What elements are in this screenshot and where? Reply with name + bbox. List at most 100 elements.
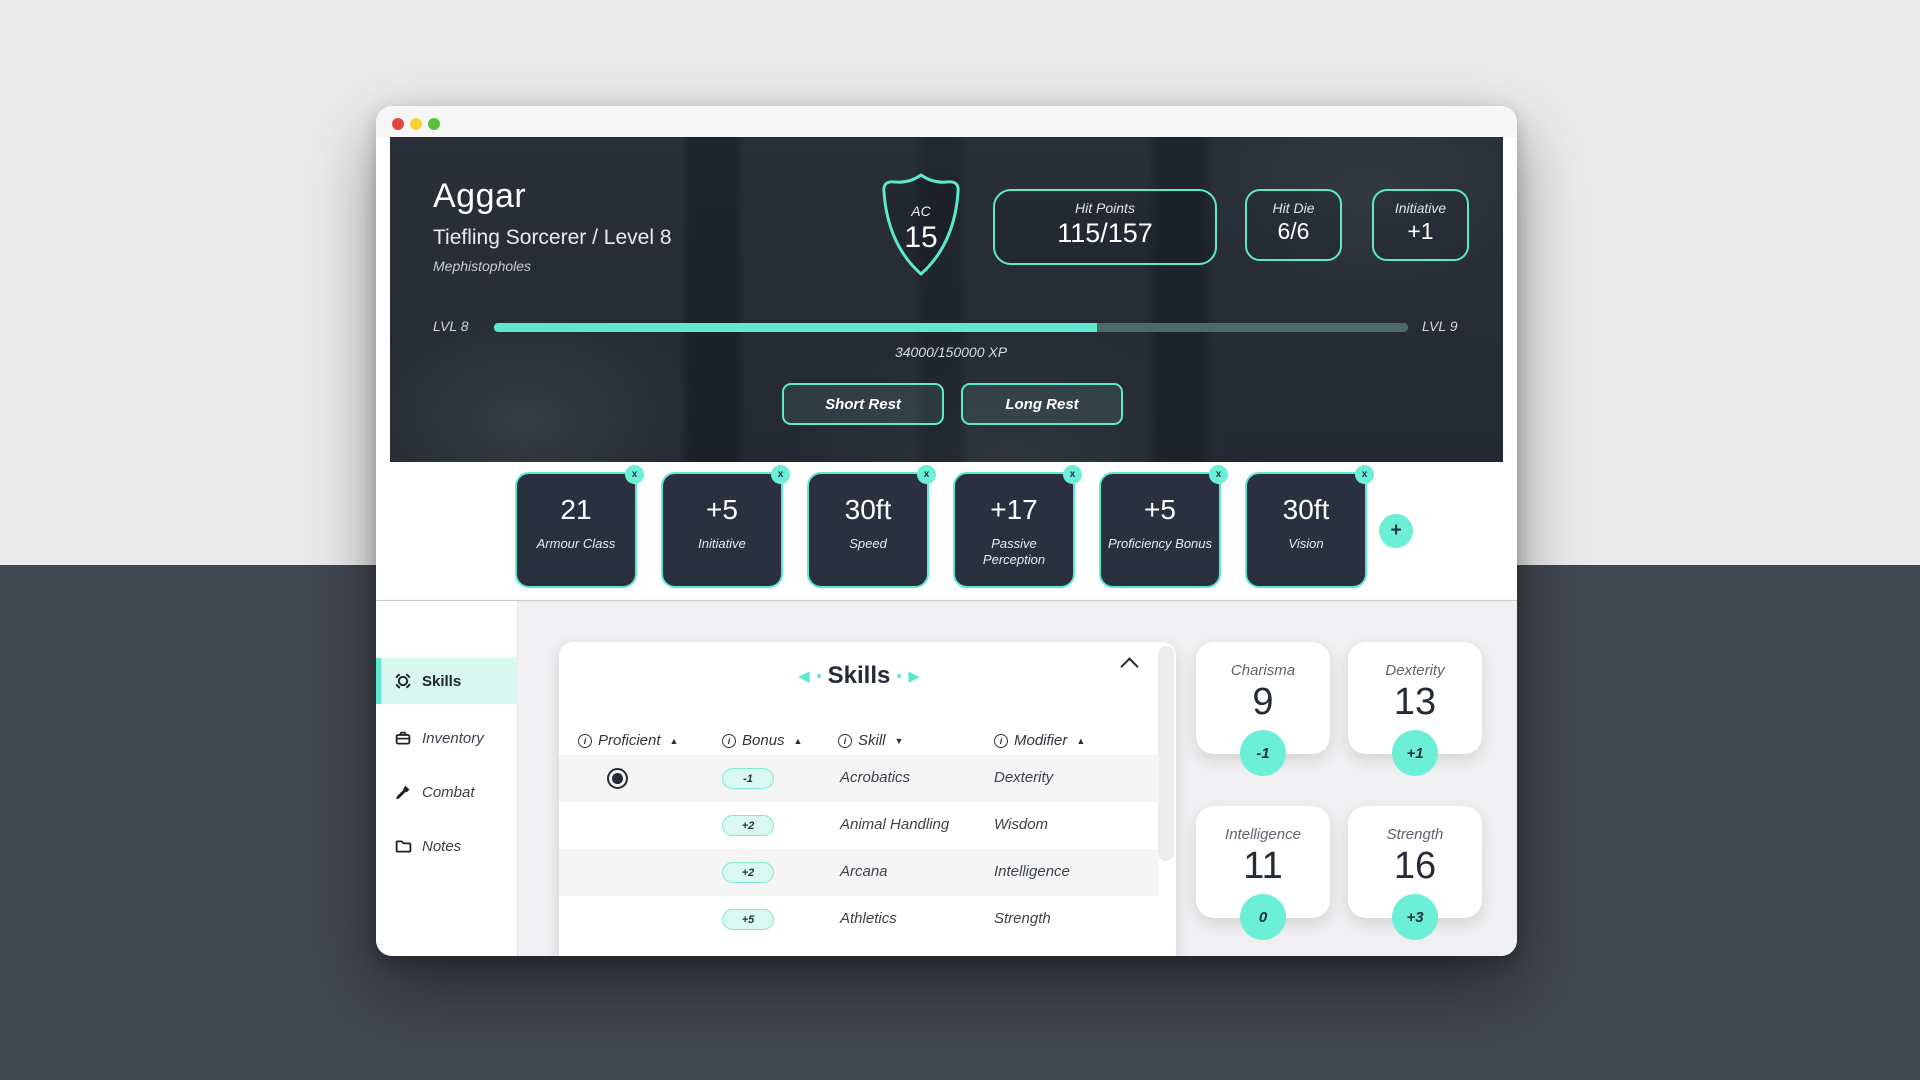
initiative-label: Initiative bbox=[1394, 200, 1447, 216]
stat-value: +5 bbox=[1144, 494, 1176, 525]
sidebar-item-combat[interactable]: Combat bbox=[376, 772, 518, 812]
skill-modifier: Strength bbox=[994, 910, 1051, 927]
stat-label: Passive Perception bbox=[982, 536, 1046, 568]
table-row[interactable]: +2 Animal Handling Wisdom bbox=[559, 802, 1159, 849]
sidebar-item-label: Notes bbox=[422, 837, 462, 855]
ac-value: 15 bbox=[904, 221, 938, 254]
character-header: Aggar Tiefling Sorcerer / Level 8 Mephis… bbox=[390, 137, 1503, 462]
column-header-skill[interactable]: i Skill ▼ bbox=[838, 732, 903, 749]
skill-name: Athletics bbox=[840, 910, 897, 927]
table-row[interactable]: +5 Athletics Strength bbox=[559, 896, 1159, 943]
zoom-window-button[interactable] bbox=[428, 118, 440, 130]
skill-modifier: Wisdom bbox=[994, 816, 1049, 833]
stat-label: Vision bbox=[1288, 536, 1324, 551]
sidebar-item-skills[interactable]: Skills bbox=[376, 658, 518, 704]
info-icon[interactable]: i bbox=[578, 733, 592, 748]
remove-stat-icon[interactable]: x bbox=[1063, 465, 1082, 484]
sidebar-item-label: Inventory bbox=[422, 729, 484, 747]
hit-points-label: Hit Points bbox=[1075, 200, 1135, 216]
armour-class-shield: AC 15 bbox=[876, 171, 966, 279]
notes-folder-icon bbox=[395, 840, 412, 853]
ability-modifier-badge: -1 bbox=[1240, 730, 1286, 776]
remove-stat-icon[interactable]: x bbox=[1209, 465, 1228, 484]
initiative-badge: Initiative +1 bbox=[1372, 189, 1469, 261]
remove-stat-icon[interactable]: x bbox=[625, 465, 644, 484]
combat-sword-icon bbox=[396, 785, 410, 800]
info-icon[interactable]: i bbox=[838, 733, 852, 748]
inventory-icon bbox=[395, 731, 411, 745]
bonus-pill: +2 bbox=[722, 862, 774, 883]
stat-value: +17 bbox=[990, 494, 1038, 525]
bonus-pill: +5 bbox=[722, 909, 774, 930]
initiative-value: +1 bbox=[1407, 218, 1434, 244]
minimize-window-button[interactable] bbox=[410, 118, 422, 130]
sidebar-item-label: Skills bbox=[422, 672, 462, 690]
shield-icon bbox=[882, 173, 960, 276]
ac-label: AC bbox=[911, 203, 931, 219]
short-rest-button[interactable]: Short Rest bbox=[782, 383, 944, 425]
stat-label: Proficiency Bonus bbox=[1107, 536, 1213, 551]
info-icon[interactable]: i bbox=[722, 733, 736, 748]
xp-progress-bar bbox=[494, 323, 1408, 332]
long-rest-button[interactable]: Long Rest bbox=[961, 383, 1123, 425]
table-row[interactable]: +2 Arcana Intelligence bbox=[559, 849, 1159, 896]
bonus-pill: +2 bbox=[722, 815, 774, 836]
column-header-bonus[interactable]: i Bonus ▲ bbox=[722, 732, 802, 749]
ability-card-dexterity: Dexterity 13 +1 bbox=[1348, 642, 1482, 776]
sort-icon[interactable]: ▲ bbox=[1076, 735, 1086, 746]
column-header-proficient[interactable]: i Proficient ▲ bbox=[578, 732, 678, 749]
stat-value: +5 bbox=[706, 494, 738, 525]
skills-panel: ◀ Skills ▶ i Proficient ▲ i Bonus ▲ bbox=[559, 642, 1176, 956]
ability-score: 16 bbox=[1393, 845, 1437, 887]
skills-icon bbox=[394, 672, 412, 690]
remove-stat-icon[interactable]: x bbox=[917, 465, 936, 484]
panel-scrollbar[interactable] bbox=[1158, 646, 1174, 861]
character-class-level: Tiefling Sorcerer / Level 8 bbox=[433, 226, 672, 249]
ability-modifier-badge: 0 bbox=[1240, 894, 1286, 940]
panel-title: Skills bbox=[827, 662, 891, 689]
sidebar-item-inventory[interactable]: Inventory bbox=[376, 718, 518, 758]
title-arrow-right-icon: ▶ bbox=[908, 667, 920, 685]
stat-label: Speed bbox=[849, 536, 887, 551]
ability-score: 9 bbox=[1252, 681, 1274, 723]
sort-icon[interactable]: ▼ bbox=[894, 735, 904, 746]
app-window: Aggar Tiefling Sorcerer / Level 8 Mephis… bbox=[376, 106, 1517, 956]
ability-label: Intelligence bbox=[1225, 826, 1301, 843]
remove-stat-icon[interactable]: x bbox=[1355, 465, 1374, 484]
stat-chip-initiative: +5 Initiative x bbox=[661, 465, 790, 588]
sidebar-item-notes[interactable]: Notes bbox=[376, 826, 518, 866]
stat-chip-proficiency-bonus: +5 Proficiency Bonus x bbox=[1099, 465, 1228, 588]
info-icon[interactable]: i bbox=[994, 733, 1008, 748]
table-row[interactable]: -1 Acrobatics Dexterity bbox=[559, 755, 1159, 802]
add-stat-button[interactable]: + bbox=[1379, 514, 1413, 548]
column-header-modifier[interactable]: i Modifier ▲ bbox=[994, 732, 1085, 749]
stat-label: Initiative bbox=[698, 536, 746, 551]
ability-modifier-badge: +3 bbox=[1392, 894, 1438, 940]
sidebar-item-label: Combat bbox=[422, 783, 475, 801]
section-divider bbox=[376, 600, 1517, 601]
close-window-button[interactable] bbox=[392, 118, 404, 130]
skill-name: Animal Handling bbox=[840, 816, 950, 833]
xp-level-current: LVL 8 bbox=[433, 318, 469, 334]
skill-modifier: Dexterity bbox=[994, 769, 1054, 786]
ability-score: 11 bbox=[1243, 845, 1283, 887]
character-patron: Mephistopholes bbox=[433, 258, 532, 274]
ability-modifier-badge: +1 bbox=[1392, 730, 1438, 776]
xp-level-next: LVL 9 bbox=[1422, 318, 1458, 334]
remove-stat-icon[interactable]: x bbox=[771, 465, 790, 484]
character-name: Aggar bbox=[433, 177, 527, 215]
stat-chip-armour-class: 21 Armour Class x bbox=[515, 465, 644, 588]
title-dot-icon bbox=[897, 674, 902, 678]
sort-icon[interactable]: ▲ bbox=[669, 735, 679, 746]
hit-die-badge: Hit Die 6/6 bbox=[1245, 189, 1342, 261]
panel-title-row: ◀ Skills ▶ bbox=[559, 662, 1159, 690]
skill-name: Acrobatics bbox=[840, 769, 911, 786]
title-arrow-left-icon: ◀ bbox=[798, 667, 810, 685]
sort-icon[interactable]: ▲ bbox=[793, 735, 803, 746]
title-dot-icon bbox=[816, 674, 821, 678]
proficient-radio-icon[interactable] bbox=[607, 768, 628, 789]
ability-label: Strength bbox=[1386, 826, 1444, 843]
hit-die-label: Hit Die bbox=[1272, 200, 1315, 216]
hit-points-value: 115/157 bbox=[1057, 218, 1153, 248]
